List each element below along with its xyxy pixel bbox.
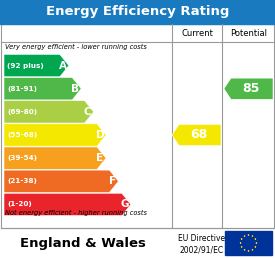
Polygon shape xyxy=(254,246,257,248)
Text: (92 plus): (92 plus) xyxy=(7,63,44,69)
Polygon shape xyxy=(251,249,254,251)
Polygon shape xyxy=(241,246,243,248)
Text: Very energy efficient - lower running costs: Very energy efficient - lower running co… xyxy=(5,44,147,50)
Polygon shape xyxy=(4,193,131,216)
Polygon shape xyxy=(4,78,81,100)
Text: Current: Current xyxy=(181,28,213,37)
Polygon shape xyxy=(4,124,106,146)
Text: (81-91): (81-91) xyxy=(7,86,37,92)
Polygon shape xyxy=(224,78,273,99)
Polygon shape xyxy=(255,242,258,244)
Text: (1-20): (1-20) xyxy=(7,201,32,207)
Polygon shape xyxy=(247,250,250,252)
Bar xyxy=(1,24,274,228)
Bar xyxy=(0,0,275,24)
Polygon shape xyxy=(4,170,119,192)
Polygon shape xyxy=(247,234,250,236)
Text: (39-54): (39-54) xyxy=(7,155,37,161)
Polygon shape xyxy=(241,238,243,240)
Text: B: B xyxy=(71,84,79,94)
Text: (21-38): (21-38) xyxy=(7,178,37,184)
Text: G: G xyxy=(120,199,129,209)
Polygon shape xyxy=(4,147,106,169)
Text: A: A xyxy=(59,61,67,71)
Bar xyxy=(225,231,272,255)
Polygon shape xyxy=(4,101,94,123)
Text: England & Wales: England & Wales xyxy=(20,237,145,249)
Text: 85: 85 xyxy=(242,82,260,95)
Polygon shape xyxy=(243,235,246,237)
Text: 68: 68 xyxy=(190,128,208,141)
Text: Potential: Potential xyxy=(230,28,267,37)
Text: D: D xyxy=(96,130,104,140)
Text: C: C xyxy=(84,107,91,117)
Text: (55-68): (55-68) xyxy=(7,132,37,138)
Text: Not energy efficient - higher running costs: Not energy efficient - higher running co… xyxy=(5,210,147,216)
Polygon shape xyxy=(243,249,246,251)
Text: 2002/91/EC: 2002/91/EC xyxy=(180,245,224,254)
Text: EU Directive: EU Directive xyxy=(178,234,225,243)
Text: F: F xyxy=(109,176,116,186)
Text: E: E xyxy=(97,153,104,163)
Text: (69-80): (69-80) xyxy=(7,109,37,115)
Polygon shape xyxy=(4,54,69,77)
Polygon shape xyxy=(254,238,257,240)
Polygon shape xyxy=(240,242,242,244)
Polygon shape xyxy=(172,124,221,146)
Polygon shape xyxy=(251,235,254,237)
Text: Energy Efficiency Rating: Energy Efficiency Rating xyxy=(46,5,229,19)
